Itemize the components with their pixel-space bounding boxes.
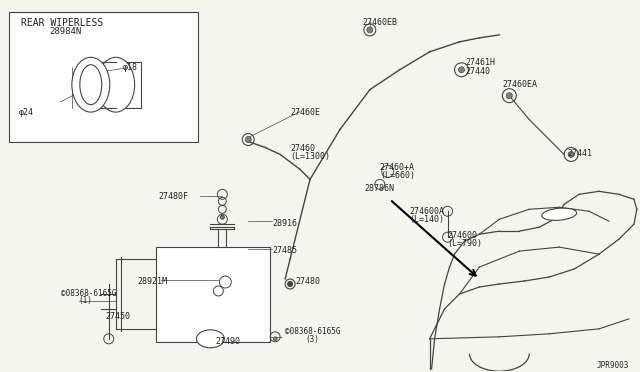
Text: 27460+A: 27460+A <box>380 163 415 173</box>
Circle shape <box>245 137 252 142</box>
Text: (3): (3) <box>305 335 319 344</box>
Bar <box>156 247 270 342</box>
Text: 27460EA: 27460EA <box>502 80 538 89</box>
Text: 28984N: 28984N <box>49 27 81 36</box>
Text: 27441: 27441 <box>567 150 592 158</box>
Text: 27450: 27450 <box>106 312 131 321</box>
Text: 27460E: 27460E <box>290 108 320 117</box>
Circle shape <box>458 67 465 73</box>
Text: 27485: 27485 <box>272 246 297 255</box>
Text: REAR WIPERLESS: REAR WIPERLESS <box>21 18 103 28</box>
Text: 28916: 28916 <box>272 219 297 228</box>
Circle shape <box>367 27 373 33</box>
Text: ©08368-6165G: ©08368-6165G <box>285 327 340 336</box>
Text: JPR9003: JPR9003 <box>597 361 629 370</box>
Text: 27480: 27480 <box>295 277 320 286</box>
Ellipse shape <box>542 208 577 220</box>
Ellipse shape <box>97 57 134 112</box>
Text: 27460EB: 27460EB <box>363 18 398 27</box>
Circle shape <box>220 215 225 219</box>
Text: (L=1300): (L=1300) <box>290 153 330 161</box>
Circle shape <box>273 337 277 341</box>
Text: 27490: 27490 <box>216 337 241 346</box>
Bar <box>91 62 141 108</box>
Text: φ18: φ18 <box>123 63 138 72</box>
Circle shape <box>568 151 574 157</box>
Text: (1): (1) <box>79 296 93 305</box>
Ellipse shape <box>72 57 109 112</box>
Text: 274600A: 274600A <box>410 207 445 216</box>
Text: φ24: φ24 <box>19 108 34 117</box>
Text: (L=140): (L=140) <box>410 215 445 224</box>
Text: 27480F: 27480F <box>159 192 189 201</box>
Text: 28921M: 28921M <box>138 277 168 286</box>
Bar <box>9 12 198 141</box>
Text: 27460: 27460 <box>290 144 315 154</box>
Text: 27461H: 27461H <box>465 58 495 67</box>
Text: 274600: 274600 <box>447 231 477 240</box>
Circle shape <box>287 282 292 286</box>
Text: (L=790): (L=790) <box>447 239 483 248</box>
Text: 27440: 27440 <box>465 67 490 76</box>
Circle shape <box>506 93 513 99</box>
Text: 28786N: 28786N <box>365 185 395 193</box>
Text: ©08368-6165G: ©08368-6165G <box>61 289 116 298</box>
Ellipse shape <box>196 330 225 348</box>
Ellipse shape <box>80 65 102 105</box>
Text: (L=660): (L=660) <box>380 171 415 180</box>
